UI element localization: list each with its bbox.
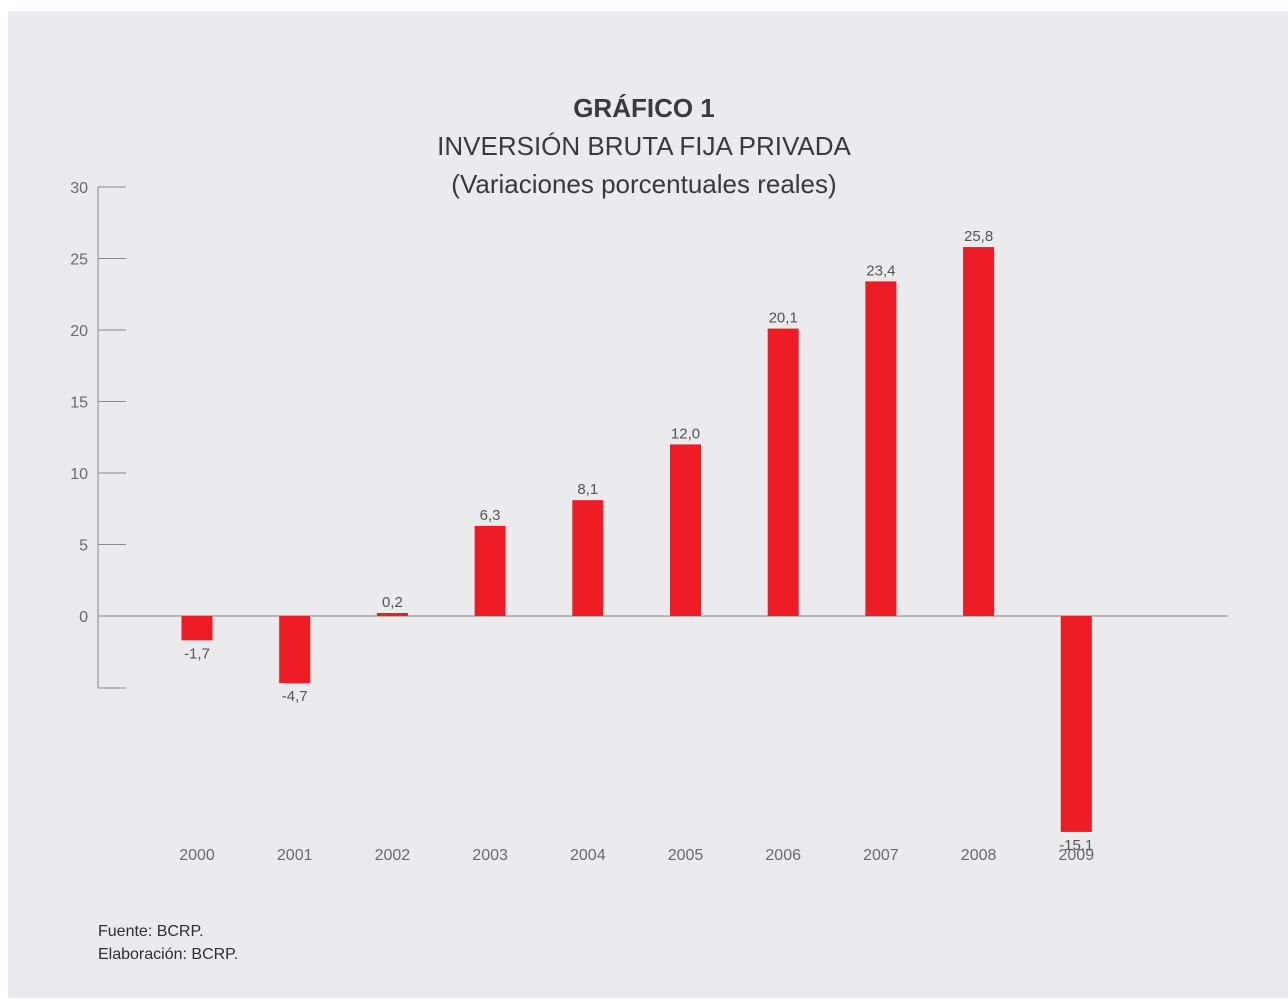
bar bbox=[279, 616, 311, 684]
bar-value-label: 12,0 bbox=[671, 425, 700, 442]
x-tick-label: 2001 bbox=[277, 847, 313, 864]
chart-panel bbox=[8, 11, 1288, 998]
x-tick-label: 2002 bbox=[375, 847, 411, 864]
bar bbox=[767, 328, 799, 616]
y-tick-label: 30 bbox=[70, 180, 88, 197]
y-tick-label: 10 bbox=[70, 466, 88, 483]
x-tick-label: 2006 bbox=[765, 847, 801, 864]
y-tick-label: 20 bbox=[70, 323, 88, 340]
bar-value-label: 0,2 bbox=[382, 594, 403, 611]
y-tick-label: 5 bbox=[79, 538, 88, 555]
bar bbox=[963, 247, 995, 616]
y-tick-label: 25 bbox=[70, 252, 88, 269]
chart-subtitle: INVERSIÓN BRUTA FIJA PRIVADA bbox=[437, 131, 851, 161]
x-tick-label: 2004 bbox=[570, 847, 606, 864]
bar-value-label: 25,8 bbox=[964, 228, 993, 245]
bar bbox=[181, 616, 213, 641]
bar bbox=[376, 613, 408, 616]
bar-value-label: 23,4 bbox=[866, 262, 895, 279]
bar-value-label: -15,1 bbox=[1059, 837, 1093, 854]
bar-value-label: -1,7 bbox=[184, 645, 210, 662]
bar bbox=[865, 281, 897, 616]
source-note: Fuente: BCRP. bbox=[98, 923, 204, 940]
x-tick-label: 2009 bbox=[1059, 847, 1095, 864]
elaboration-note: Elaboración: BCRP. bbox=[98, 946, 239, 963]
y-tick-label: 15 bbox=[70, 395, 88, 412]
y-tick-label: 0 bbox=[79, 609, 88, 626]
bar bbox=[474, 525, 506, 616]
x-tick-label: 2008 bbox=[961, 847, 997, 864]
bar bbox=[572, 500, 604, 616]
x-tick-label: 2000 bbox=[179, 847, 215, 864]
chart-subtitle-units: (Variaciones porcentuales reales) bbox=[451, 169, 837, 199]
x-tick-label: 2005 bbox=[668, 847, 704, 864]
chart-title: GRÁFICO 1 bbox=[573, 93, 715, 123]
bar-value-label: 6,3 bbox=[480, 507, 501, 524]
bar-value-label: -4,7 bbox=[282, 688, 308, 705]
x-tick-label: 2003 bbox=[472, 847, 508, 864]
bar-value-label: 8,1 bbox=[577, 481, 598, 498]
x-tick-label: 2007 bbox=[863, 847, 899, 864]
bar bbox=[1060, 616, 1092, 832]
bar bbox=[670, 444, 701, 616]
bar-value-label: 20,1 bbox=[769, 310, 798, 327]
